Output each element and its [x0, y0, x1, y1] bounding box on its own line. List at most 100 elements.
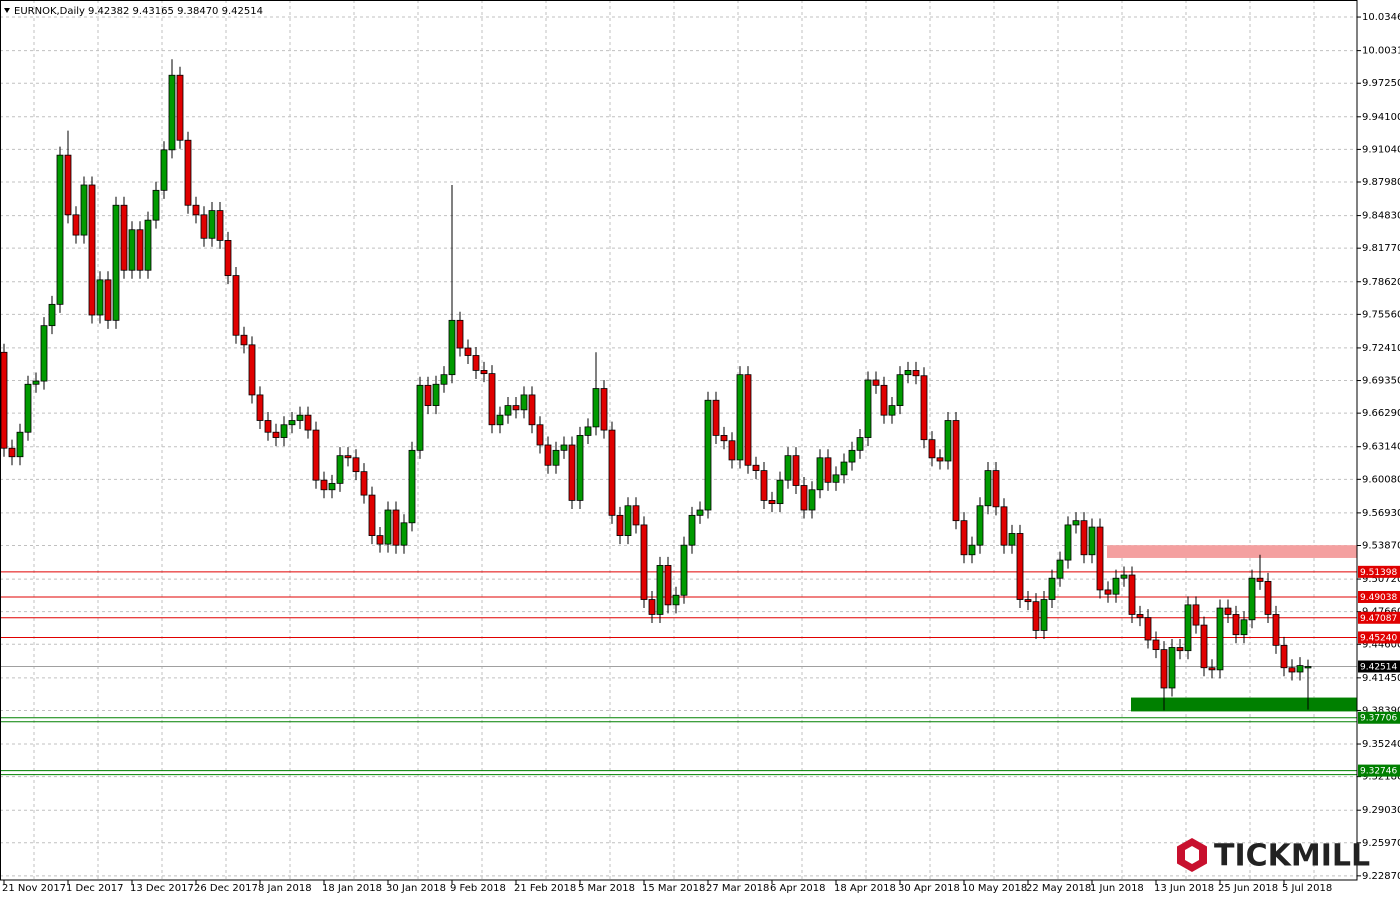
candle-body — [1168, 647, 1176, 689]
zones — [1107, 545, 1357, 712]
candle-body — [1104, 589, 1112, 595]
y-tick-label: 9.72410 — [1362, 343, 1400, 354]
header-arrow — [4, 8, 10, 13]
y-tick-label: 10.03460 — [1362, 12, 1400, 23]
price-tag-label: 9.32746 — [1360, 767, 1397, 777]
candle-body — [1232, 614, 1240, 636]
candle-body — [992, 470, 1000, 508]
candle-body — [328, 482, 336, 491]
candle-body — [1208, 667, 1216, 671]
candle-body — [272, 431, 280, 438]
candle-body — [1240, 619, 1248, 636]
candle-body — [400, 522, 408, 546]
candle-body — [840, 461, 848, 476]
watermark-text: TICKMILL — [1214, 839, 1370, 874]
candle-body — [232, 275, 240, 336]
candle-body — [488, 373, 496, 426]
candle-body — [1056, 559, 1064, 579]
plot-border — [0, 0, 1358, 881]
candle-body — [224, 240, 232, 276]
logo-hex-inner — [1185, 846, 1199, 864]
y-tick-label: 9.44600 — [1362, 639, 1400, 650]
candle-body — [496, 414, 504, 426]
chart-title: EURNOK,Daily — [14, 6, 85, 17]
candle-body — [424, 384, 432, 406]
candle-body — [416, 384, 424, 451]
y-tick-label: 9.91040 — [1362, 144, 1400, 155]
levels — [0, 571, 1357, 776]
price-tag — [1358, 764, 1400, 777]
candle-body — [312, 429, 320, 481]
candle-body — [216, 210, 224, 241]
candle-body — [344, 455, 352, 459]
candle-body — [568, 444, 576, 501]
candles — [0, 59, 1312, 711]
candle-body — [48, 303, 56, 327]
candle-body — [888, 405, 896, 416]
candle-body — [1160, 649, 1168, 689]
candle-body — [504, 405, 512, 416]
x-tick-label: 30 Apr 2018 — [898, 883, 960, 894]
y-tick-label: 9.35240 — [1362, 739, 1400, 750]
candle-body — [616, 514, 624, 536]
x-tick-label: 22 May 2018 — [1026, 883, 1091, 894]
x-tick-label: 8 Jan 2018 — [258, 883, 312, 894]
candle-body — [640, 524, 648, 600]
candle-body — [464, 347, 472, 356]
x-tick-label: 25 Jun 2018 — [1218, 883, 1278, 894]
price-tag-label: 9.37706 — [1360, 714, 1397, 724]
candle-body — [16, 431, 24, 458]
candle-body — [448, 319, 456, 376]
candle-body — [936, 457, 944, 462]
candle-body — [1224, 607, 1232, 615]
candle-body — [392, 509, 400, 546]
candle-body — [1096, 526, 1104, 591]
price-tag — [1358, 711, 1400, 724]
y-tick-label: 9.32180 — [1362, 772, 1400, 783]
candle-body — [360, 471, 368, 496]
candle-body — [1048, 577, 1056, 600]
candle-body — [680, 544, 688, 596]
candle-body — [1064, 524, 1072, 561]
price-tag-label: 9.45240 — [1360, 633, 1397, 643]
candle-body — [800, 485, 808, 511]
candle-body — [456, 319, 464, 349]
candle-body — [584, 426, 592, 436]
zone — [1131, 697, 1357, 712]
candle-body — [96, 279, 104, 316]
candle-body — [304, 414, 312, 431]
candle-body — [376, 535, 384, 545]
candle-body — [624, 505, 632, 536]
candle-body — [648, 599, 656, 615]
y-tick-label: 9.56930 — [1362, 508, 1400, 519]
candle-body — [1112, 577, 1120, 595]
candle-body — [112, 204, 120, 321]
candle-body — [176, 74, 184, 141]
candle-body — [1000, 506, 1008, 546]
x-tick-label: 26 Dec 2017 — [194, 883, 258, 894]
x-tick-label: 30 Jan 2018 — [386, 883, 446, 894]
candle-body — [1152, 639, 1160, 651]
axes — [0, 0, 1361, 884]
y-tick-label: 9.50720 — [1362, 574, 1400, 585]
candle-body — [512, 405, 520, 411]
candle-body — [528, 394, 536, 426]
candle-body — [552, 449, 560, 466]
candle-body — [1288, 667, 1296, 673]
candle-body — [752, 464, 760, 471]
candle-body — [168, 74, 176, 151]
x-tick-label: 18 Apr 2018 — [834, 883, 896, 894]
candle-body — [632, 505, 640, 526]
candle-body — [784, 455, 792, 481]
candle-body — [536, 424, 544, 446]
candle-body — [1136, 614, 1144, 619]
x-tick-label: 1 Jun 2018 — [1090, 883, 1144, 894]
candle-body — [880, 384, 888, 416]
price-tag — [1358, 631, 1400, 644]
y-tick-label: 9.63140 — [1362, 442, 1400, 453]
candle-body — [1280, 644, 1288, 669]
candle-body — [1216, 607, 1224, 671]
candle-body — [264, 420, 272, 433]
candle-body — [248, 344, 256, 396]
candle-body — [184, 139, 192, 206]
